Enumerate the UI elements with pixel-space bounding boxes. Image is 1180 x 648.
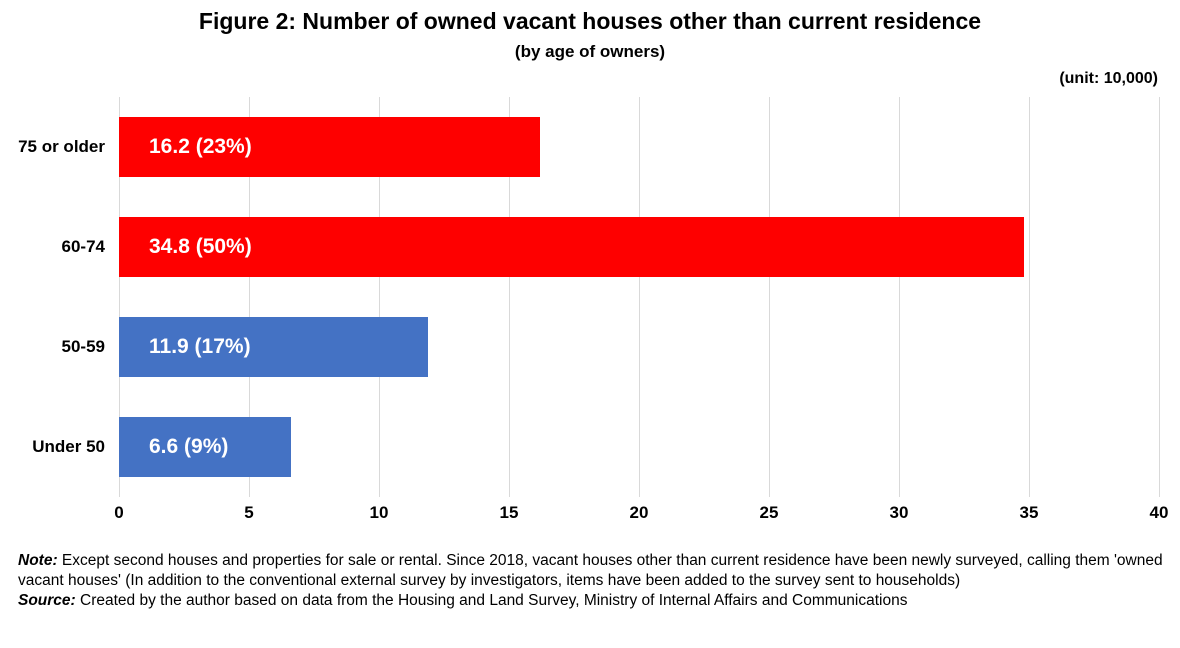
bar-value-label: 16.2 (23%) [149, 135, 252, 158]
category-label: 50-59 [61, 337, 105, 356]
source-paragraph: Source: Created by the author based on d… [18, 591, 1163, 611]
x-axis-tick-label: 0 [114, 503, 124, 522]
x-axis-tick-label: 40 [1149, 503, 1169, 522]
source-text: Created by the author based on data from… [75, 592, 908, 609]
gridline [769, 97, 770, 497]
plot-area: 16.2 (23%) 34.8 (50%) 11.9 (17%) 6.6 (9%) [119, 97, 1160, 497]
source-label: Source: [18, 592, 76, 609]
x-axis: 0 5 10 15 20 25 30 35 40 [114, 503, 1168, 527]
gridline [509, 97, 510, 497]
bar-value-label: 34.8 (50%) [149, 235, 252, 258]
x-axis-tick-label: 15 [499, 503, 519, 522]
y-axis-category-labels: 75 or older 60-74 50-59 Under 50 [0, 97, 105, 497]
category-label: 75 or older [18, 137, 105, 156]
gridline [899, 97, 900, 497]
x-axis-tick-label: 25 [759, 503, 779, 522]
note-label: Note: [18, 552, 58, 569]
gridline [1029, 97, 1030, 497]
category-label: 60-74 [61, 237, 105, 256]
bar-50-59: 11.9 (17%) [119, 317, 429, 377]
gridline [119, 97, 120, 497]
x-axis-tick-label: 5 [244, 503, 254, 522]
bar-value-label: 6.6 (9%) [149, 435, 229, 458]
unit-label: (unit: 10,000) [1059, 70, 1158, 87]
footnotes: Note: Except second houses and propertie… [18, 551, 1163, 611]
gridline [249, 97, 250, 497]
category-label: Under 50 [32, 437, 105, 456]
x-axis-tick-label: 10 [369, 503, 389, 522]
x-axis-tick-label: 20 [629, 503, 649, 522]
x-axis-tick-label: 30 [889, 503, 909, 522]
x-axis-tick-label: 35 [1019, 503, 1039, 522]
chart-subtitle: (by age of owners) [514, 42, 666, 61]
chart-title: Figure 2: Number of owned vacant houses … [198, 8, 982, 34]
gridline [379, 97, 380, 497]
bar-under-50: 6.6 (9%) [119, 417, 291, 477]
gridline [1159, 97, 1160, 497]
bar-value-label: 11.9 (17%) [149, 335, 251, 358]
gridline [639, 97, 640, 497]
bar-60-74: 34.8 (50%) [119, 217, 1024, 277]
note-paragraph: Note: Except second houses and propertie… [18, 551, 1163, 591]
bar-75-or-older: 16.2 (23%) [119, 117, 541, 177]
note-text: Except second houses and properties for … [18, 552, 1163, 589]
